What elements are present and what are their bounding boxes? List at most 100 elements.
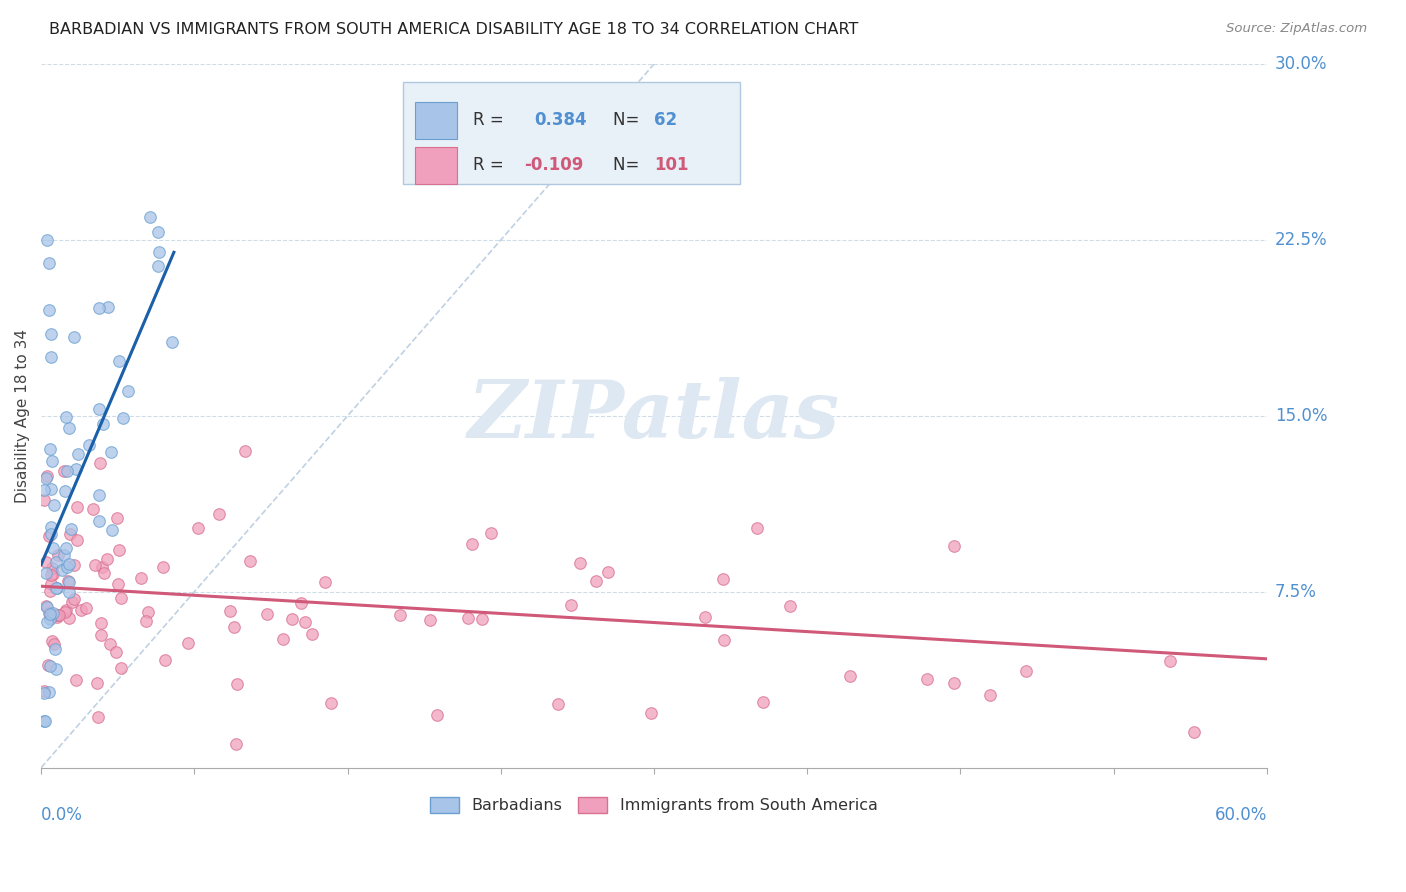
Point	[111, 411, 134, 425]
Point	[460, 537, 482, 551]
Point	[41, 351, 63, 365]
Point	[42, 606, 65, 620]
Point	[44, 642, 66, 657]
Text: R =: R =	[472, 156, 509, 174]
Text: N=: N=	[613, 156, 645, 174]
Point	[135, 614, 157, 628]
Point	[319, 696, 342, 710]
Text: -0.109: -0.109	[524, 156, 583, 174]
Point	[55, 410, 77, 425]
Point	[53, 548, 76, 562]
Point	[37, 469, 59, 483]
Point	[66, 447, 89, 461]
Point	[55, 602, 77, 616]
Point	[153, 653, 176, 667]
Point	[101, 523, 124, 537]
Point	[41, 634, 63, 648]
Point	[90, 559, 112, 574]
Point	[547, 697, 569, 711]
Point	[60, 595, 83, 609]
Point	[711, 573, 734, 587]
Point	[45, 581, 67, 595]
Point	[32, 714, 55, 728]
Point	[779, 599, 801, 614]
Point	[52, 464, 75, 478]
Point	[70, 603, 93, 617]
Point	[256, 607, 278, 621]
Text: 101: 101	[654, 156, 689, 174]
Point	[45, 610, 67, 624]
Legend: Barbadians, Immigrants from South America: Barbadians, Immigrants from South Americ…	[423, 790, 884, 820]
Point	[110, 591, 132, 606]
Point	[66, 533, 89, 548]
Point	[42, 498, 65, 512]
Point	[208, 507, 231, 521]
Point	[41, 326, 63, 341]
Text: 15.0%: 15.0%	[1275, 407, 1327, 425]
Point	[63, 592, 86, 607]
Point	[38, 659, 60, 673]
Point	[45, 581, 67, 595]
Point	[75, 600, 97, 615]
Point	[96, 552, 118, 566]
Point	[457, 611, 479, 625]
Point	[51, 563, 73, 577]
Point	[38, 303, 60, 318]
Y-axis label: Disability Age 18 to 34: Disability Age 18 to 34	[15, 329, 30, 503]
Point	[915, 672, 938, 686]
Text: 0.384: 0.384	[534, 112, 586, 129]
Point	[695, 610, 717, 624]
Point	[107, 511, 129, 525]
Point	[35, 555, 58, 569]
Text: 62: 62	[654, 112, 678, 129]
Point	[58, 421, 80, 435]
Point	[752, 695, 775, 709]
FancyBboxPatch shape	[415, 147, 457, 184]
Point	[1159, 654, 1181, 668]
Text: 60.0%: 60.0%	[1215, 806, 1267, 824]
Point	[91, 417, 114, 431]
Point	[34, 714, 56, 728]
Point	[148, 225, 170, 239]
Point	[97, 300, 120, 314]
Point	[640, 706, 662, 721]
Point	[37, 615, 59, 630]
Point	[55, 559, 77, 574]
Point	[48, 608, 70, 623]
Point	[89, 456, 111, 470]
Point	[131, 571, 153, 585]
Point	[136, 606, 159, 620]
Point	[745, 520, 768, 534]
Point	[65, 462, 87, 476]
Point	[839, 669, 862, 683]
Point	[55, 541, 77, 555]
Point	[108, 542, 131, 557]
Text: N=: N=	[613, 112, 645, 129]
Point	[569, 556, 592, 570]
Point	[58, 584, 80, 599]
FancyBboxPatch shape	[402, 82, 740, 184]
Point	[60, 522, 83, 536]
Text: 7.5%: 7.5%	[1275, 582, 1317, 601]
Point	[281, 612, 304, 626]
Point	[53, 483, 76, 498]
Point	[314, 574, 336, 589]
Text: ZIPatlas: ZIPatlas	[468, 377, 839, 455]
Text: 22.5%: 22.5%	[1275, 231, 1327, 249]
Point	[419, 613, 441, 627]
Text: 0.0%: 0.0%	[41, 806, 83, 824]
Point	[35, 566, 58, 580]
Point	[46, 548, 69, 562]
Point	[294, 615, 316, 630]
Point	[45, 662, 67, 676]
Point	[87, 514, 110, 528]
Point	[58, 611, 80, 625]
Point	[219, 604, 242, 618]
Point	[388, 607, 411, 622]
Point	[560, 598, 582, 612]
Point	[82, 502, 104, 516]
Point	[942, 539, 965, 553]
Point	[39, 483, 62, 497]
Point	[89, 488, 111, 502]
Point	[596, 566, 619, 580]
